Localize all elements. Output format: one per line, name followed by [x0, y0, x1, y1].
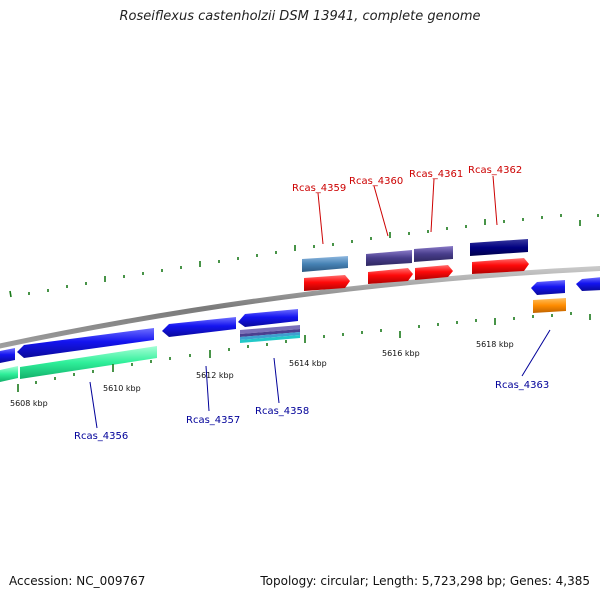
gene-Rcas_4359[interactable]	[302, 256, 348, 272]
gene-Rcas_4356[interactable]	[17, 328, 154, 358]
leader-line	[373, 185, 389, 237]
gene-label-reverse[interactable]: Rcas_4358	[255, 406, 309, 417]
gene-Rcas_4361-cds[interactable]	[415, 265, 453, 280]
forward-gene-labels	[317, 175, 498, 245]
kbp-label: 5612 kbp	[196, 371, 234, 380]
leader-line	[273, 357, 280, 404]
gene-Rcas_4356-cds[interactable]	[20, 346, 157, 379]
gene-Rcas_4362[interactable]	[470, 239, 528, 256]
gene-block[interactable]	[0, 366, 18, 382]
gene-Rcas_4358[interactable]	[238, 309, 298, 327]
leader-line	[205, 365, 210, 412]
gene-block[interactable]	[0, 348, 15, 363]
gene-label-forward[interactable]: Rcas_4362	[468, 165, 522, 176]
gene-Rcas_4360-cds[interactable]	[368, 268, 413, 284]
gene-Rcas_4363-cds[interactable]	[533, 298, 566, 313]
gene-Rcas_4361[interactable]	[414, 246, 453, 262]
genome-summary: Topology: circular; Length: 5,723,298 bp…	[260, 574, 590, 588]
gene-label-reverse[interactable]: Rcas_4363	[495, 380, 549, 391]
gene-label-reverse[interactable]: Rcas_4357	[186, 415, 240, 426]
genome-backbone	[0, 265, 600, 349]
kbp-label: 5616 kbp	[382, 349, 420, 358]
gene-Rcas_4362-cds[interactable]	[472, 258, 529, 274]
kbp-label: 5618 kbp	[476, 340, 514, 349]
gene-Rcas_4357[interactable]	[162, 317, 236, 337]
gene-Rcas_4363[interactable]	[531, 280, 565, 295]
kbp-label: 5610 kbp	[103, 384, 141, 393]
leader-line	[89, 381, 98, 429]
leader-line	[521, 329, 551, 377]
gene-label-forward[interactable]: Rcas_4361	[409, 169, 463, 180]
gene-label-reverse[interactable]: Rcas_4356	[74, 431, 128, 442]
reverse-gene-lane	[0, 277, 600, 382]
forward-gene-lane	[302, 239, 529, 291]
leader-line	[492, 175, 498, 226]
leader-line	[430, 178, 435, 233]
gene-Rcas_4360[interactable]	[366, 250, 412, 266]
map-title: Roseiflexus castenholzii DSM 13941, comp…	[119, 9, 481, 24]
outer-tick	[9, 290, 12, 298]
gene-label-forward[interactable]: Rcas_4359	[292, 183, 346, 194]
gene-label-forward[interactable]: Rcas_4360	[349, 176, 403, 187]
gene-Rcas_4359-cds[interactable]	[304, 275, 350, 291]
gene-Rcas_4358-cds[interactable]	[240, 325, 300, 343]
kbp-label: 5608 kbp	[10, 399, 48, 408]
reverse-gene-labels	[89, 329, 551, 429]
inner-tick-ruler	[17, 312, 591, 392]
gene-block[interactable]	[576, 277, 600, 291]
accession-label: Accession: NC_009767	[9, 574, 146, 588]
outer-tick-ruler	[9, 214, 599, 298]
kbp-scale: 5608 kbp 5610 kbp 5612 kbp 5614 kbp 5616…	[10, 340, 514, 408]
leader-line	[317, 192, 324, 245]
kbp-label: 5614 kbp	[289, 359, 327, 368]
